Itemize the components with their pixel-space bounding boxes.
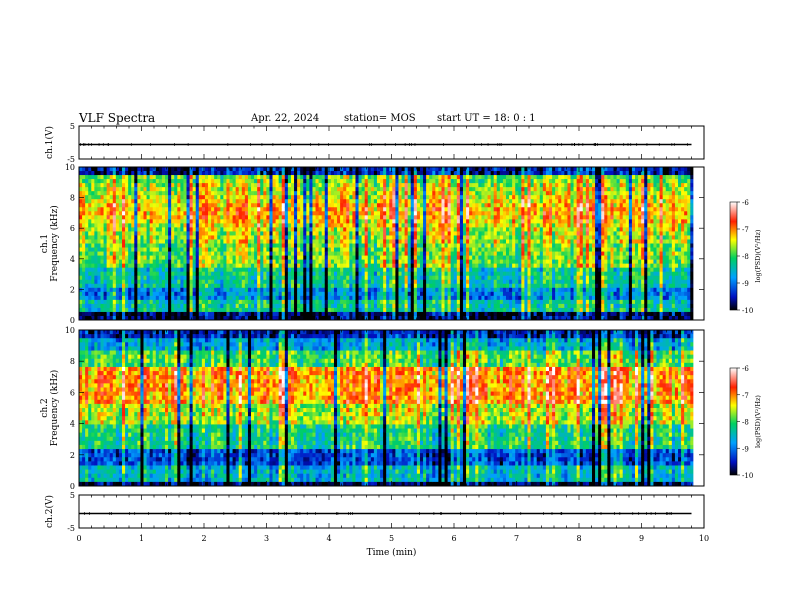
y-axis-label: Frequency (kHz): [49, 370, 60, 447]
ch1-spectrogram-gap: [693, 167, 704, 320]
y-tick-label: 8: [70, 357, 75, 366]
colorbar-label: log(PSD)(V²/Hz): [754, 395, 762, 448]
colorbar-tick-label: -8: [742, 419, 749, 427]
colorbar-tick-label: -6: [742, 365, 749, 373]
y-tick-label: 4: [70, 420, 75, 429]
y-tick-label: 10: [65, 326, 75, 335]
y-tick-label: 2: [70, 285, 75, 294]
x-tick-label: 6: [451, 534, 456, 543]
ch1-spectrogram-cells: [79, 167, 704, 320]
x-tick-label: 3: [264, 534, 269, 543]
y-axis-label: ch.2(V): [44, 495, 55, 528]
ch1-spectrogram-colorbar: [730, 202, 737, 310]
y-tick-label: 6: [70, 388, 75, 397]
x-tick-label: 1: [139, 534, 144, 543]
colorbar-tick-label: -7: [742, 226, 749, 234]
x-axis-label: Time (min): [367, 547, 417, 558]
x-tick-label: 7: [514, 534, 519, 543]
ch2-spectrogram-colorbar: [730, 368, 737, 475]
y-tick-label: 6: [70, 224, 75, 233]
y-axis-label: ch.2: [40, 398, 50, 417]
y-tick-label: 0: [70, 316, 75, 325]
colorbar-label: log(PSD)(V²/Hz): [754, 229, 762, 282]
ch2-spectrogram-cells: [79, 330, 704, 486]
y-tick-label: 8: [70, 194, 75, 203]
ch2-spectrogram-gap: [693, 330, 704, 486]
y-axis-label: Frequency (kHz): [49, 205, 60, 282]
colorbar-tick-label: -10: [742, 307, 753, 315]
y-tick-label: 2: [70, 451, 75, 460]
colorbar-tick-label: -9: [742, 280, 749, 288]
x-tick-label: 8: [576, 534, 581, 543]
x-tick-label: 9: [639, 534, 644, 543]
x-tick-label: 0: [76, 534, 81, 543]
colorbar-tick-label: -6: [742, 199, 749, 207]
colorbar-tick-label: -7: [742, 392, 749, 400]
colorbar-tick-label: -10: [742, 472, 753, 480]
x-tick-label: 2: [201, 534, 206, 543]
y-tick-label: 5: [70, 122, 75, 131]
y-tick-label: 4: [70, 255, 75, 264]
y-tick-label: -5: [67, 524, 75, 533]
y-axis-label: ch.1(V): [44, 126, 55, 159]
y-tick-label: 10: [65, 163, 75, 172]
colorbar-tick-label: -9: [742, 445, 749, 453]
y-axis-label: ch.1: [40, 234, 50, 253]
x-tick-label: 4: [326, 534, 331, 543]
x-tick-label: 5: [389, 534, 394, 543]
y-tick-label: 0: [70, 482, 75, 491]
x-tick-label: 10: [699, 534, 709, 543]
colorbar-tick-label: -8: [742, 253, 749, 261]
vlf-figure: 5-5ch.1(V)0246810ch.1 Frequency (kHz)0246…: [0, 0, 792, 612]
y-tick-label: 5: [70, 491, 75, 500]
